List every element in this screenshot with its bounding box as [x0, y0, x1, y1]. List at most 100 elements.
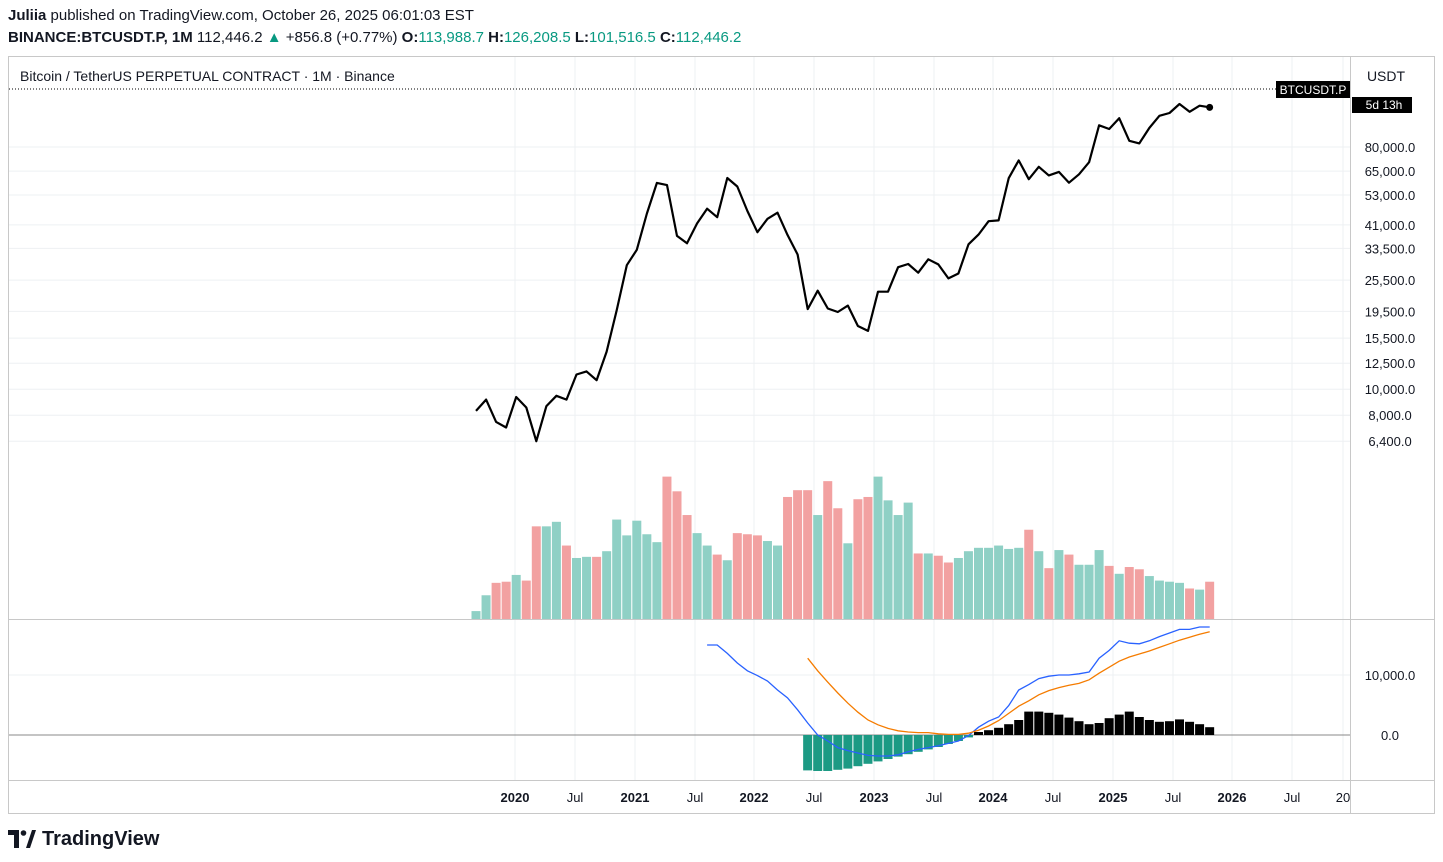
- time-axis-label: Jul: [567, 790, 584, 805]
- macd-histogram-bar: [953, 735, 963, 741]
- macd-histogram-bar: [923, 735, 933, 750]
- publish-info: Juliia published on TradingView.com, Oct…: [8, 7, 474, 24]
- price-axis-label: 53,000.0: [1365, 188, 1416, 203]
- macd-histogram-bar: [1154, 721, 1164, 735]
- volume-bar: [551, 521, 561, 619]
- price-tag-text: BTCUSDT.P: [1280, 83, 1347, 97]
- time-axis-label: 2022: [740, 790, 769, 805]
- volume-bar: [1104, 565, 1114, 619]
- volume-bar: [1044, 568, 1054, 619]
- volume-bar: [531, 526, 541, 619]
- price-axis-label: 12,500.0: [1365, 356, 1416, 371]
- volume-bar: [732, 533, 742, 619]
- volume-bar: [913, 553, 923, 619]
- macd-histogram-bar: [863, 735, 873, 764]
- volume-bar: [652, 542, 662, 619]
- macd-histogram-bar: [984, 730, 994, 735]
- currency-label[interactable]: USDT: [1367, 68, 1406, 84]
- volume-bar: [863, 496, 873, 619]
- macd-histogram-bar: [1104, 718, 1114, 735]
- volume-bar: [672, 491, 682, 619]
- macd-histogram-bar: [833, 735, 843, 770]
- volume-bar: [762, 541, 772, 619]
- volume-bar: [923, 553, 933, 619]
- macd-histogram-bar: [1024, 711, 1034, 735]
- volume-bar: [1074, 564, 1084, 619]
- volume-bar: [722, 560, 732, 619]
- macd-histogram-bar: [1114, 714, 1124, 735]
- axes: 80,000.0 65,000.0 53,000.0 41,000.0 33,500.0…: [9, 57, 1434, 814]
- chart-frame: [8, 56, 1435, 814]
- volume-bar: [813, 515, 823, 619]
- volume-bar: [622, 535, 632, 619]
- volume-bar: [974, 547, 983, 619]
- macd-histogram-bar: [1205, 727, 1215, 735]
- macd-histogram-bar: [1144, 720, 1154, 735]
- last-price-dot: [1206, 103, 1214, 111]
- tradingview-logo[interactable]: TradingView: [8, 826, 159, 852]
- volume-bar: [1154, 580, 1164, 619]
- macd-pane: [707, 626, 1215, 771]
- volume-bar: [1094, 550, 1104, 619]
- volume-bar: [521, 580, 531, 619]
- macd-histogram-bar: [853, 735, 863, 767]
- price-axis-label: 80,000.0: [1365, 140, 1416, 155]
- volume-bar: [903, 502, 913, 619]
- countdown-text: 5d 13h: [1366, 98, 1403, 112]
- macd-line: [707, 626, 1210, 757]
- volume-bar: [471, 611, 481, 619]
- volume-bar: [501, 581, 511, 619]
- macd-histogram-bar: [813, 735, 823, 771]
- high-value: 126,208.5: [503, 29, 571, 46]
- price-change: +856.8 (+0.77%): [285, 29, 398, 46]
- volume-bar: [953, 557, 963, 619]
- time-axis-label: 20: [1336, 790, 1350, 805]
- macd-axis-label: 0.0: [1381, 728, 1399, 743]
- macd-histogram-bar: [1074, 721, 1084, 735]
- time-axis-label: 2021: [621, 790, 650, 805]
- price-axis-label: 19,500.0: [1365, 304, 1416, 319]
- volume-bar: [1205, 581, 1215, 619]
- macd-histogram-bar: [1084, 724, 1094, 735]
- macd-histogram-bar: [893, 735, 903, 757]
- volume-bar: [883, 500, 893, 619]
- volume-bar: [491, 582, 501, 619]
- macd-histogram-bar: [994, 727, 1004, 735]
- macd-axis-label: 10,000.0: [1365, 668, 1416, 683]
- time-axis-label: Jul: [1284, 790, 1301, 805]
- last-price: 112,446.2: [196, 29, 263, 46]
- macd-histogram-bar: [1064, 717, 1074, 735]
- volume-bar: [1144, 576, 1154, 619]
- high-label: H:: [488, 29, 504, 46]
- price-axis-label: 10,000.0: [1365, 382, 1416, 397]
- volume-bar: [632, 520, 642, 619]
- low-value: 101,516.5: [589, 29, 656, 46]
- up-arrow-icon: ▲: [266, 29, 282, 46]
- macd-histogram-bar: [913, 735, 923, 752]
- macd-histogram-bar: [1034, 711, 1044, 735]
- volume-bar: [933, 555, 943, 619]
- macd-histogram-bar: [1124, 711, 1134, 735]
- volume-bar: [1004, 548, 1014, 619]
- tradingview-logo-icon: [8, 830, 36, 848]
- tradingview-logo-text: TradingView: [42, 827, 160, 850]
- macd-histogram-bar: [943, 735, 953, 744]
- macd-histogram-bar: [933, 735, 943, 747]
- volume-bar: [853, 499, 863, 619]
- macd-histogram-bar: [903, 735, 913, 755]
- time-axis-label: Jul: [1045, 790, 1062, 805]
- symbol-label: BINANCE:BTCUSDT.P, 1M: [8, 29, 193, 46]
- price-series: [475, 102, 1214, 443]
- price-line: [475, 102, 1210, 443]
- volume-bar: [1054, 550, 1064, 619]
- macd-histogram-bar: [1175, 719, 1184, 735]
- time-axis-label: Jul: [687, 790, 704, 805]
- price-tag: BTCUSDT.P: [1276, 81, 1350, 98]
- price-tag-bg: [1276, 81, 1350, 98]
- price-axis-label: 6,400.0: [1368, 434, 1411, 449]
- volume-bar: [752, 535, 762, 619]
- volume-bar: [1064, 554, 1074, 619]
- volume-bar: [963, 551, 973, 619]
- open-value: 113,988.7: [418, 29, 484, 46]
